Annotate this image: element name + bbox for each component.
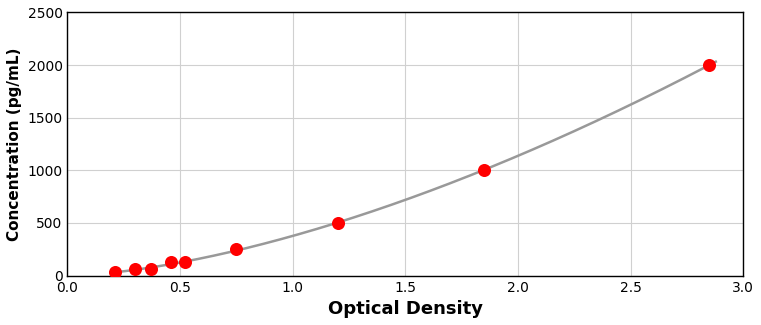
Point: [332, 220, 344, 226]
Point: [179, 260, 191, 265]
Point: [145, 266, 157, 272]
X-axis label: Optical Density: Optical Density: [328, 300, 482, 318]
Point: [478, 168, 490, 173]
Point: [109, 270, 121, 275]
Point: [165, 260, 177, 265]
Point: [703, 62, 715, 68]
Y-axis label: Concentration (pg/mL): Concentration (pg/mL): [7, 47, 22, 241]
Point: [231, 247, 243, 252]
Point: [129, 266, 141, 272]
